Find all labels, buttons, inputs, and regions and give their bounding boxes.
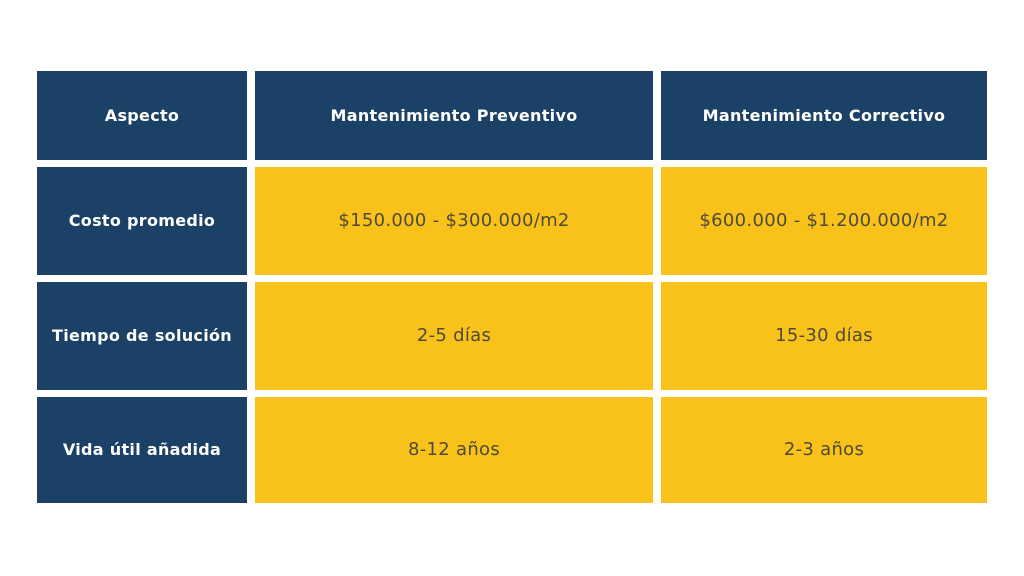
cell-vida-correctivo: 2-3 años: [661, 397, 987, 503]
cell-vida-preventivo: 8-12 años: [255, 397, 653, 503]
header-cell-mantenimiento-correctivo: Mantenimiento Correctivo: [661, 71, 987, 160]
header-cell-mantenimiento-preventivo: Mantenimiento Preventivo: [255, 71, 653, 160]
header-cell-aspecto: Aspecto: [37, 71, 247, 160]
cell-tiempo-correctivo: 15-30 días: [661, 282, 987, 390]
cell-costo-correctivo: $600.000 - $1.200.000/m2: [661, 167, 987, 275]
row-label-costo-promedio: Costo promedio: [37, 167, 247, 275]
cell-tiempo-preventivo: 2-5 días: [255, 282, 653, 390]
comparison-table: Aspecto Mantenimiento Preventivo Manteni…: [37, 71, 987, 503]
row-label-vida-util-anadida: Vida útil añadida: [37, 397, 247, 503]
cell-costo-preventivo: $150.000 - $300.000/m2: [255, 167, 653, 275]
row-label-tiempo-de-solucion: Tiempo de solución: [37, 282, 247, 390]
